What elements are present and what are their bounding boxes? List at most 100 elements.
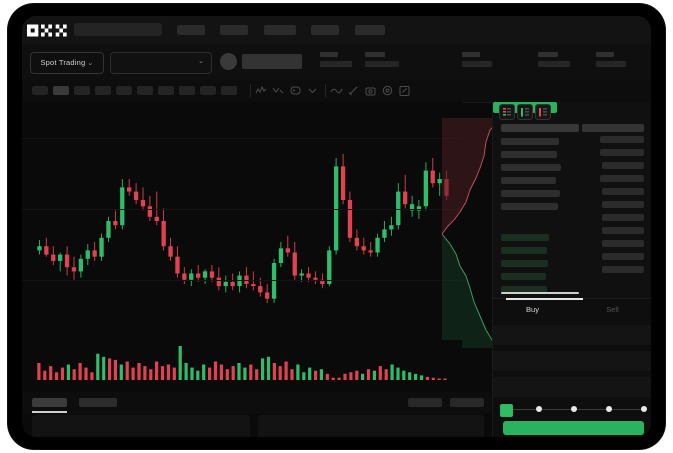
orderbook-right-row[interactable] xyxy=(600,175,644,182)
percent-slider-stop-25[interactable] xyxy=(536,406,542,412)
toolbar-divider xyxy=(250,84,251,97)
stat-label xyxy=(365,52,385,57)
bottom-panel-right[interactable] xyxy=(258,415,484,437)
nav-item-3[interactable] xyxy=(264,25,296,35)
orderbook-right-row[interactable] xyxy=(602,253,644,260)
market-type-button[interactable]: Spot Trading ⌄ xyxy=(30,52,104,74)
toolbar-divider xyxy=(325,84,326,97)
orderbook-ask-row[interactable] xyxy=(501,138,559,145)
orderbook-right-row[interactable] xyxy=(602,227,644,234)
stat-block-4 xyxy=(538,52,570,67)
orderbook-ask-row[interactable] xyxy=(501,190,560,197)
depth-chart-overlay xyxy=(441,118,498,348)
percent-slider-stop-50[interactable] xyxy=(571,406,577,412)
pair-coin-avatar xyxy=(220,53,237,70)
indicator-icon[interactable] xyxy=(255,84,268,97)
compare-icon[interactable] xyxy=(272,84,285,97)
orderbook-right-row[interactable] xyxy=(600,136,644,143)
orderbook-right-row[interactable] xyxy=(602,240,644,247)
nav-item-1[interactable] xyxy=(177,25,205,35)
camera-icon[interactable] xyxy=(364,84,377,97)
chevron-down-icon: ⌄ xyxy=(87,60,94,67)
orderbook-right-row[interactable] xyxy=(602,214,644,221)
orderbook-header-left[interactable] xyxy=(501,124,579,132)
tab-order-history[interactable] xyxy=(79,398,117,407)
market-subheader: Spot Trading ⌄ ⌄ xyxy=(22,44,651,81)
timeframe-button-9[interactable] xyxy=(221,86,237,95)
submit-order-button[interactable] xyxy=(503,421,644,435)
orderbook-right-row[interactable] xyxy=(600,149,644,156)
timeframe-button-6[interactable] xyxy=(158,86,174,95)
orderbook-bid-row[interactable] xyxy=(501,247,547,254)
tab-right-1[interactable] xyxy=(408,398,442,407)
timeframe-button-4[interactable] xyxy=(116,86,132,95)
orderbook-right-row[interactable] xyxy=(602,266,644,273)
chart-toolbar xyxy=(22,80,651,103)
total-field[interactable] xyxy=(493,377,651,397)
orderbook-bid-row[interactable] xyxy=(501,234,549,241)
timeframe-button-7[interactable] xyxy=(179,86,195,95)
fullscreen-icon[interactable] xyxy=(398,84,411,97)
orderbook-ask-row[interactable] xyxy=(501,151,557,158)
volume-chart xyxy=(22,340,462,392)
stat-label xyxy=(596,52,614,57)
orderbook-right-row[interactable] xyxy=(602,188,644,195)
orderbook-both-icon[interactable] xyxy=(499,104,515,120)
percent-slider-stop-100[interactable] xyxy=(641,406,647,412)
line-chart-icon[interactable] xyxy=(330,84,343,97)
chart-gridline xyxy=(22,280,462,281)
chart-gridline xyxy=(22,138,462,139)
magnet-icon[interactable] xyxy=(347,84,360,97)
candlestick-chart[interactable] xyxy=(22,102,462,340)
stat-value xyxy=(462,61,492,67)
market-type-label: Spot Trading xyxy=(40,58,86,67)
orderbook-right-row[interactable] xyxy=(602,162,644,169)
stat-block-5 xyxy=(596,52,626,67)
timeframe-button-8[interactable] xyxy=(200,86,216,95)
stat-value xyxy=(596,61,626,67)
tab-right-2[interactable] xyxy=(450,398,484,407)
nav-item-5[interactable] xyxy=(355,25,385,35)
orderbook-ask-row[interactable] xyxy=(501,203,558,210)
price-field[interactable] xyxy=(493,325,651,345)
orderbook-ask-row[interactable] xyxy=(501,164,561,171)
orderbook-right-row[interactable] xyxy=(602,201,644,208)
stat-value xyxy=(538,61,570,67)
orderbook-bid-row[interactable] xyxy=(501,273,546,280)
timeframe-button-1[interactable] xyxy=(53,86,69,95)
pair-select[interactable]: ⌄ xyxy=(110,52,212,74)
settings-gear-icon[interactable] xyxy=(381,84,394,97)
timeframe-button-3[interactable] xyxy=(95,86,111,95)
nav-search-placeholder[interactable] xyxy=(74,23,162,36)
template-icon[interactable] xyxy=(289,84,302,97)
bottom-panel-left[interactable] xyxy=(32,415,250,437)
chevron-down-icon: ⌄ xyxy=(198,58,204,65)
amount-field[interactable] xyxy=(493,351,651,371)
pair-name-placeholder[interactable] xyxy=(242,54,302,69)
nav-item-2[interactable] xyxy=(220,25,248,35)
timeframe-button-0[interactable] xyxy=(32,86,48,95)
tab-open-orders[interactable] xyxy=(32,398,67,407)
orderbook-asks-icon[interactable] xyxy=(535,104,551,120)
percent-slider-handle[interactable] xyxy=(500,404,513,417)
stat-block-1 xyxy=(320,52,352,67)
chevron-down-icon[interactable] xyxy=(306,84,319,97)
tab-buy[interactable]: Buy xyxy=(526,305,539,314)
orderbook-header-right[interactable] xyxy=(582,124,644,132)
orderbook-bids-icon[interactable] xyxy=(517,104,533,120)
orderbook-bid-row[interactable] xyxy=(501,260,548,267)
stat-value xyxy=(365,61,399,67)
nav-item-4[interactable] xyxy=(311,25,339,35)
tab-sell[interactable]: Sell xyxy=(606,305,619,314)
active-tab-underline xyxy=(32,411,67,413)
orderbook-bid-row[interactable] xyxy=(501,286,547,293)
stat-label xyxy=(538,52,558,57)
okx-logo[interactable] xyxy=(27,24,67,37)
timeframe-button-2[interactable] xyxy=(74,86,90,95)
app-screen: Spot Trading ⌄ ⌄ xyxy=(22,16,651,437)
orderbook-scrollbar[interactable] xyxy=(501,292,579,294)
top-navigation-bar xyxy=(22,16,651,44)
orderbook-ask-row[interactable] xyxy=(501,177,556,184)
percent-slider-stop-75[interactable] xyxy=(606,406,612,412)
timeframe-button-5[interactable] xyxy=(137,86,153,95)
